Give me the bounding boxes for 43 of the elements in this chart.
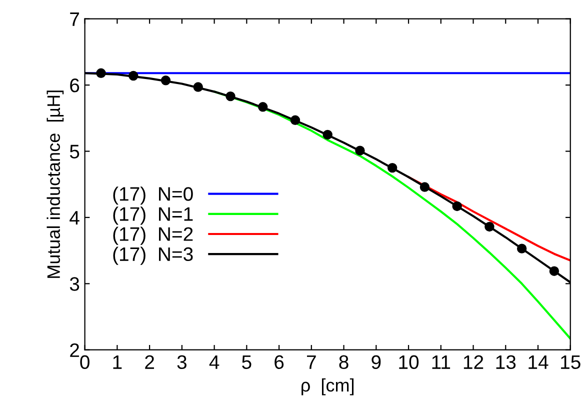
legend-label: (17) N=2 xyxy=(113,226,193,245)
point xyxy=(322,130,332,140)
point xyxy=(484,222,494,232)
y-tick-label: 2 xyxy=(70,343,79,357)
x-tick-label: 14 xyxy=(528,355,548,369)
legend-label: (17) N=0 xyxy=(113,186,193,205)
x-tick-label: 11 xyxy=(432,355,450,369)
point xyxy=(226,91,236,102)
y-tick-label: 3 xyxy=(70,277,80,291)
x-tick-label: 9 xyxy=(372,355,381,370)
y-tick-label: 6 xyxy=(70,78,80,92)
legend-label: (17) N=3 xyxy=(113,246,193,265)
x-tick-label: 8 xyxy=(339,355,348,370)
y-tick-label: 5 xyxy=(70,144,80,158)
x-tick-label: 3 xyxy=(177,355,186,370)
x-axis-title: ρ [cm] xyxy=(302,378,354,396)
y-axis-title: Mutual inductance [µH] xyxy=(46,90,64,278)
x-tick-label: 0 xyxy=(80,355,90,370)
point xyxy=(193,82,203,92)
x-tick-label: 6 xyxy=(274,355,284,370)
point xyxy=(355,146,365,156)
x-tick-label: 10 xyxy=(399,355,419,370)
x-tick-label: 1 xyxy=(113,355,122,369)
y-tick-label: 4 xyxy=(70,211,80,225)
point xyxy=(549,266,560,276)
x-tick-label: 5 xyxy=(242,355,252,370)
point xyxy=(96,68,106,78)
point xyxy=(128,70,138,81)
x-tick-label: 4 xyxy=(209,355,220,369)
point xyxy=(258,102,268,112)
point xyxy=(160,76,171,86)
x-tick-label: 13 xyxy=(496,355,516,370)
point xyxy=(387,162,398,173)
x-tick-label: 2 xyxy=(145,355,154,369)
point xyxy=(516,244,527,254)
x-tick-label: 12 xyxy=(464,355,484,369)
point xyxy=(452,201,462,212)
x-tick-label: 7 xyxy=(307,355,316,369)
point xyxy=(420,182,430,192)
point xyxy=(290,115,300,126)
x-tick-label: 15 xyxy=(561,355,580,370)
legend-label: (17) N=1 xyxy=(113,206,193,225)
y-tick-label: 7 xyxy=(70,12,79,26)
